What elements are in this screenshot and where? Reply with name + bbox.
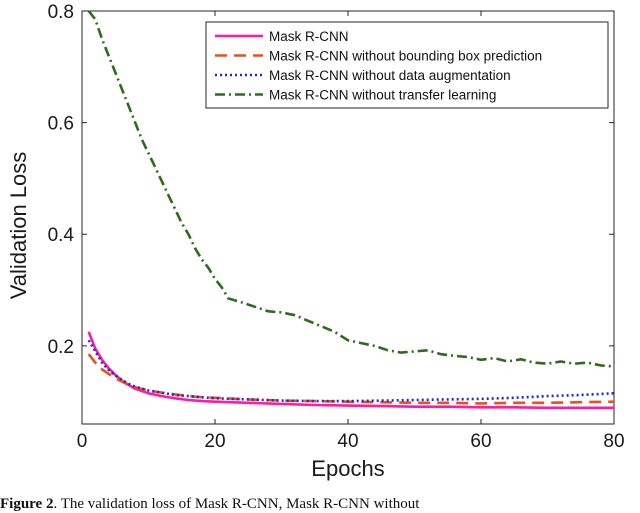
validation-loss-chart: 0 20 40 60 80 0.2 0.4 0.6 0.8 Epochs Validation … xyxy=(6,2,625,481)
legend-label-2: Mask R-CNN without bounding box predicti… xyxy=(269,49,542,64)
series-line-3 xyxy=(87,339,615,403)
x-tick-label: 20 xyxy=(204,431,225,452)
legend-label-4: Mask R-CNN without transfer learning xyxy=(269,88,496,103)
series-line-4 xyxy=(87,10,615,368)
y-tick-label: 0.2 xyxy=(48,337,74,358)
series-lines xyxy=(87,10,615,410)
x-tick-label: 60 xyxy=(470,431,491,452)
legend-label-3: Mask R-CNN without data augmentation xyxy=(269,68,511,83)
legend-box xyxy=(205,21,609,109)
x-axis-title: Epochs xyxy=(311,456,384,481)
y-tick-label: 0.6 xyxy=(48,114,74,135)
axis-ticks: 0 20 40 60 80 0.2 0.4 0.6 0.8 xyxy=(48,2,625,452)
x-tick-label: 40 xyxy=(337,431,358,452)
legend-label-1: Mask R-CNN xyxy=(269,29,349,44)
y-axis-title: Validation Loss xyxy=(6,152,31,300)
legend: Mask R-CNN Mask R-CNN without bounding bo… xyxy=(205,21,609,109)
figure-caption: Figure 2. The validation loss of Mask R-… xyxy=(0,496,640,513)
figure-caption-text: . The validation loss of Mask R-CNN, Mas… xyxy=(53,496,420,512)
series-line-2 xyxy=(87,353,615,405)
y-tick-label: 0.4 xyxy=(48,225,75,246)
x-tick-label: 0 xyxy=(77,431,88,452)
figure-caption-label: Figure 2 xyxy=(0,496,54,512)
y-tick-label: 0.8 xyxy=(48,2,74,23)
x-tick-label: 80 xyxy=(603,431,624,452)
plot-area: 0 20 40 60 80 0.2 0.4 0.6 0.8 xyxy=(48,2,625,452)
series-line-1 xyxy=(87,331,614,410)
